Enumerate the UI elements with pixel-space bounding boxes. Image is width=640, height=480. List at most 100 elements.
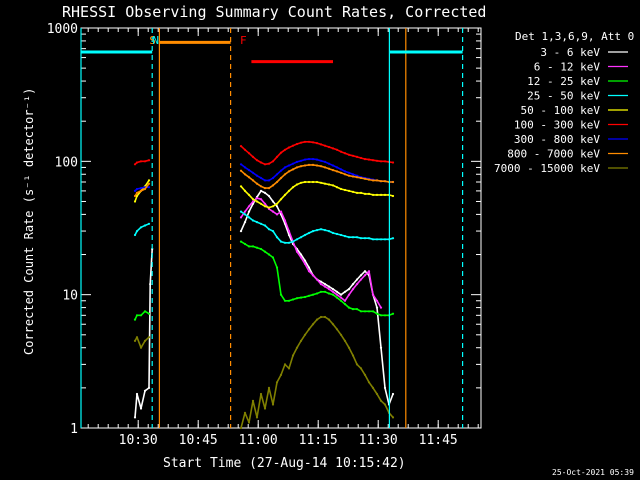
data-point bbox=[149, 283, 152, 286]
data-point bbox=[383, 403, 387, 406]
data-point bbox=[259, 202, 263, 205]
data-point bbox=[291, 354, 295, 357]
data-point bbox=[307, 140, 311, 143]
data-point bbox=[139, 160, 143, 163]
data-point bbox=[311, 158, 315, 161]
data-point bbox=[133, 339, 137, 342]
data-point bbox=[331, 164, 335, 167]
data-point bbox=[259, 161, 263, 164]
data-point bbox=[251, 179, 255, 182]
data-point bbox=[147, 186, 151, 189]
data-point bbox=[311, 180, 315, 184]
data-point bbox=[247, 210, 251, 213]
data-point bbox=[299, 181, 303, 184]
data-point bbox=[371, 193, 375, 196]
data-point bbox=[327, 183, 331, 186]
legend-item-label: 12 - 25 keV bbox=[527, 75, 600, 88]
data-point bbox=[383, 314, 387, 317]
data-point bbox=[327, 288, 331, 291]
x-tick-label: 10:45 bbox=[179, 433, 218, 448]
data-point bbox=[367, 237, 371, 240]
series-5 bbox=[133, 140, 395, 166]
data-point bbox=[279, 198, 283, 201]
data-point bbox=[371, 159, 375, 162]
data-point bbox=[335, 186, 339, 189]
data-point bbox=[295, 183, 299, 186]
data-point bbox=[307, 270, 311, 273]
data-point bbox=[391, 237, 395, 240]
data-point bbox=[307, 266, 311, 269]
data-point bbox=[271, 403, 275, 406]
data-point bbox=[303, 295, 307, 299]
data-point bbox=[143, 160, 147, 163]
legend-item-label: 3 - 6 keV bbox=[540, 46, 600, 59]
data-point bbox=[355, 176, 359, 179]
data-point bbox=[347, 306, 351, 309]
data-point bbox=[327, 145, 331, 149]
data-point bbox=[251, 171, 255, 174]
data-point bbox=[259, 189, 263, 192]
data-point bbox=[375, 299, 379, 302]
data-point bbox=[147, 159, 151, 162]
data-point bbox=[263, 191, 267, 194]
y-tick-label: 100 bbox=[55, 155, 78, 170]
data-point bbox=[239, 185, 243, 188]
data-point bbox=[299, 141, 303, 144]
data-point bbox=[275, 381, 279, 384]
data-point bbox=[263, 224, 267, 227]
data-point bbox=[359, 176, 363, 180]
data-point bbox=[275, 236, 279, 239]
flag-label: S bbox=[149, 34, 156, 47]
data-point bbox=[239, 163, 243, 166]
data-point bbox=[279, 176, 283, 180]
data-point bbox=[275, 205, 279, 208]
legend-item-label: 50 - 100 keV bbox=[521, 104, 601, 117]
x-tick-label: 11:15 bbox=[299, 433, 338, 448]
data-point bbox=[363, 373, 367, 376]
data-point bbox=[311, 293, 315, 296]
data-point bbox=[239, 145, 243, 148]
data-point bbox=[347, 153, 351, 156]
data-point bbox=[343, 152, 347, 155]
data-point bbox=[339, 296, 343, 299]
data-point bbox=[243, 213, 247, 216]
data-point bbox=[139, 189, 143, 192]
data-point bbox=[331, 169, 335, 172]
data-point bbox=[391, 194, 395, 198]
data-point bbox=[367, 192, 371, 195]
data-point bbox=[323, 160, 327, 163]
data-point bbox=[331, 288, 335, 291]
data-point bbox=[299, 256, 303, 259]
data-point bbox=[315, 180, 319, 184]
data-point bbox=[279, 373, 283, 376]
data-point bbox=[271, 256, 275, 259]
data-point bbox=[327, 230, 331, 233]
data-point bbox=[339, 293, 343, 296]
data-point bbox=[291, 168, 295, 171]
data-point bbox=[247, 176, 251, 179]
data-point bbox=[355, 191, 359, 194]
data-point bbox=[239, 169, 243, 172]
data-point bbox=[143, 310, 147, 313]
data-point bbox=[287, 189, 291, 192]
data-point bbox=[275, 155, 279, 158]
y-axis-label: Corrected Count Rate (s⁻¹ detector⁻¹) bbox=[22, 88, 36, 355]
legend-item-label: 800 - 7000 keV bbox=[507, 148, 600, 161]
data-point bbox=[247, 421, 251, 424]
data-point bbox=[143, 389, 147, 392]
data-point bbox=[391, 180, 395, 184]
data-point bbox=[271, 184, 275, 187]
data-point bbox=[319, 165, 323, 168]
data-point bbox=[311, 274, 315, 277]
data-point bbox=[379, 238, 383, 241]
data-point bbox=[343, 339, 347, 342]
data-point bbox=[143, 339, 147, 342]
data-point bbox=[283, 299, 287, 302]
data-point bbox=[295, 238, 299, 241]
legend: Det 1,3,6,9, Att 0 3 - 6 keV 6 - 12 keV12… bbox=[494, 30, 634, 175]
data-point bbox=[275, 213, 279, 216]
data-point bbox=[307, 328, 311, 331]
data-point bbox=[291, 144, 295, 147]
data-point bbox=[291, 162, 295, 165]
data-point bbox=[351, 354, 355, 357]
